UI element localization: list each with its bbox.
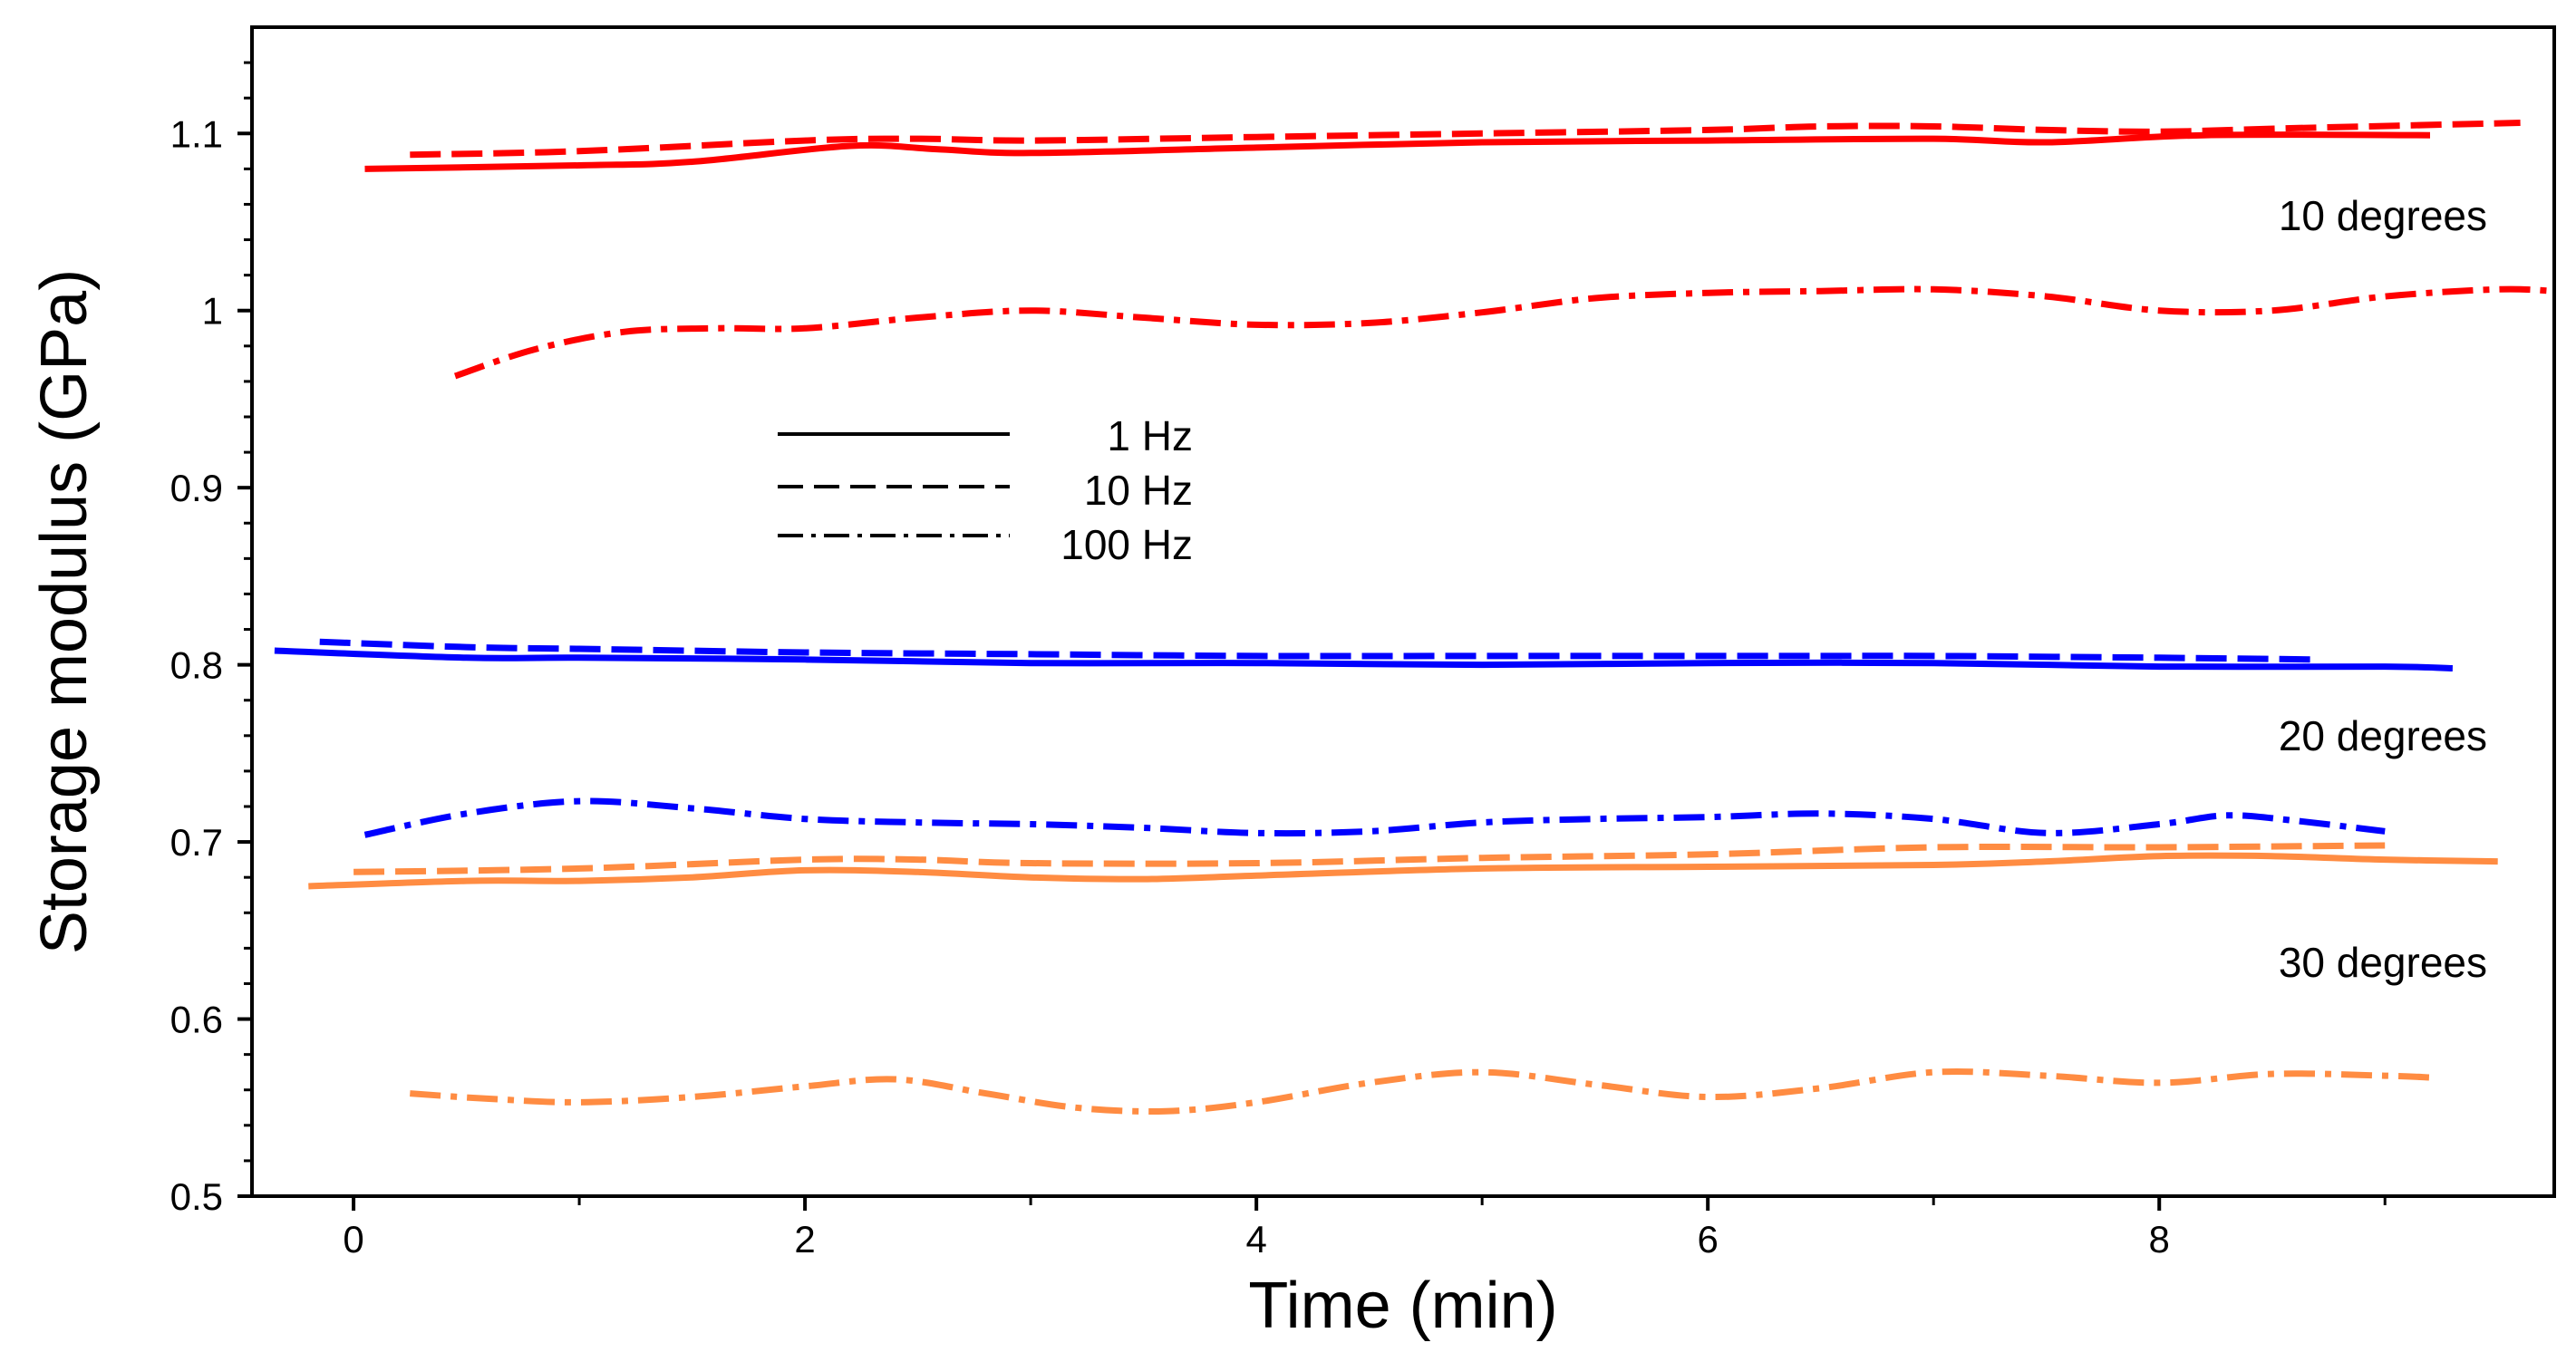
y-tick-label: 0.6 — [170, 999, 223, 1041]
series-line-30-degrees-100-hz — [410, 1068, 2431, 1115]
y-tick-label: 0.8 — [170, 644, 223, 687]
series-layer — [274, 120, 2555, 1115]
series-line-30-degrees-10-hz — [353, 842, 2386, 875]
series-line-10-degrees-100-hz — [453, 285, 2555, 380]
series-line-30-degrees-1-hz — [308, 852, 2498, 890]
plot-frame — [250, 25, 2556, 1198]
y-tick-label: 0.7 — [170, 821, 223, 864]
series-line-20-degrees-100-hz — [363, 797, 2386, 838]
y-axis-title: Storage modulus (GPa) — [28, 269, 101, 954]
annotation-20-degrees: 20 degrees — [2279, 712, 2487, 759]
legend-label-10hz: 10 Hz — [1084, 467, 1193, 514]
axes-layer: 0.5 0.6 0.7 0.8 0.9 1 1.1 0 2 4 6 8 — [170, 61, 2387, 1261]
annotation-30-degrees: 30 degrees — [2279, 939, 2487, 986]
series-line-10-degrees-1-hz — [364, 131, 2431, 172]
x-tick-label: 4 — [1245, 1218, 1266, 1261]
legend-label-100hz: 100 Hz — [1060, 521, 1193, 568]
series-line-10-degrees-10-hz — [410, 120, 2521, 159]
y-tick-label: 0.5 — [170, 1175, 223, 1218]
x-tick-label: 8 — [2149, 1218, 2170, 1261]
series-line-20-degrees-10-hz — [319, 638, 2318, 663]
x-tick-label: 0 — [343, 1218, 363, 1261]
series-line-20-degrees-1-hz — [274, 647, 2453, 671]
legend: 1 Hz 10 Hz 100 Hz — [778, 412, 1193, 568]
x-tick-label: 2 — [794, 1218, 815, 1261]
x-axis-title: Time (min) — [1248, 1270, 1557, 1342]
annotation-10-degrees: 10 degrees — [2279, 192, 2487, 239]
y-tick-label: 1.1 — [170, 112, 223, 155]
legend-label-1hz: 1 Hz — [1107, 412, 1193, 459]
y-tick-label: 0.9 — [170, 467, 223, 509]
y-tick-label: 1 — [202, 290, 223, 333]
x-tick-label: 6 — [1697, 1218, 1718, 1261]
